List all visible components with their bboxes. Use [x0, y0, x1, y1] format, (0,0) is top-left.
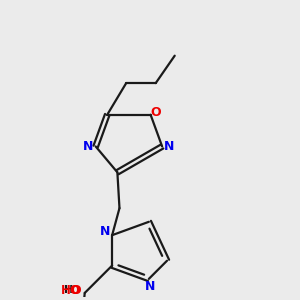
Text: HO: HO: [61, 284, 81, 297]
Text: O: O: [70, 284, 80, 297]
Text: O: O: [151, 106, 161, 119]
Text: N: N: [100, 225, 111, 238]
Text: N: N: [83, 140, 94, 153]
Text: N: N: [164, 140, 175, 153]
Text: H: H: [64, 285, 73, 296]
Text: N: N: [145, 280, 155, 292]
